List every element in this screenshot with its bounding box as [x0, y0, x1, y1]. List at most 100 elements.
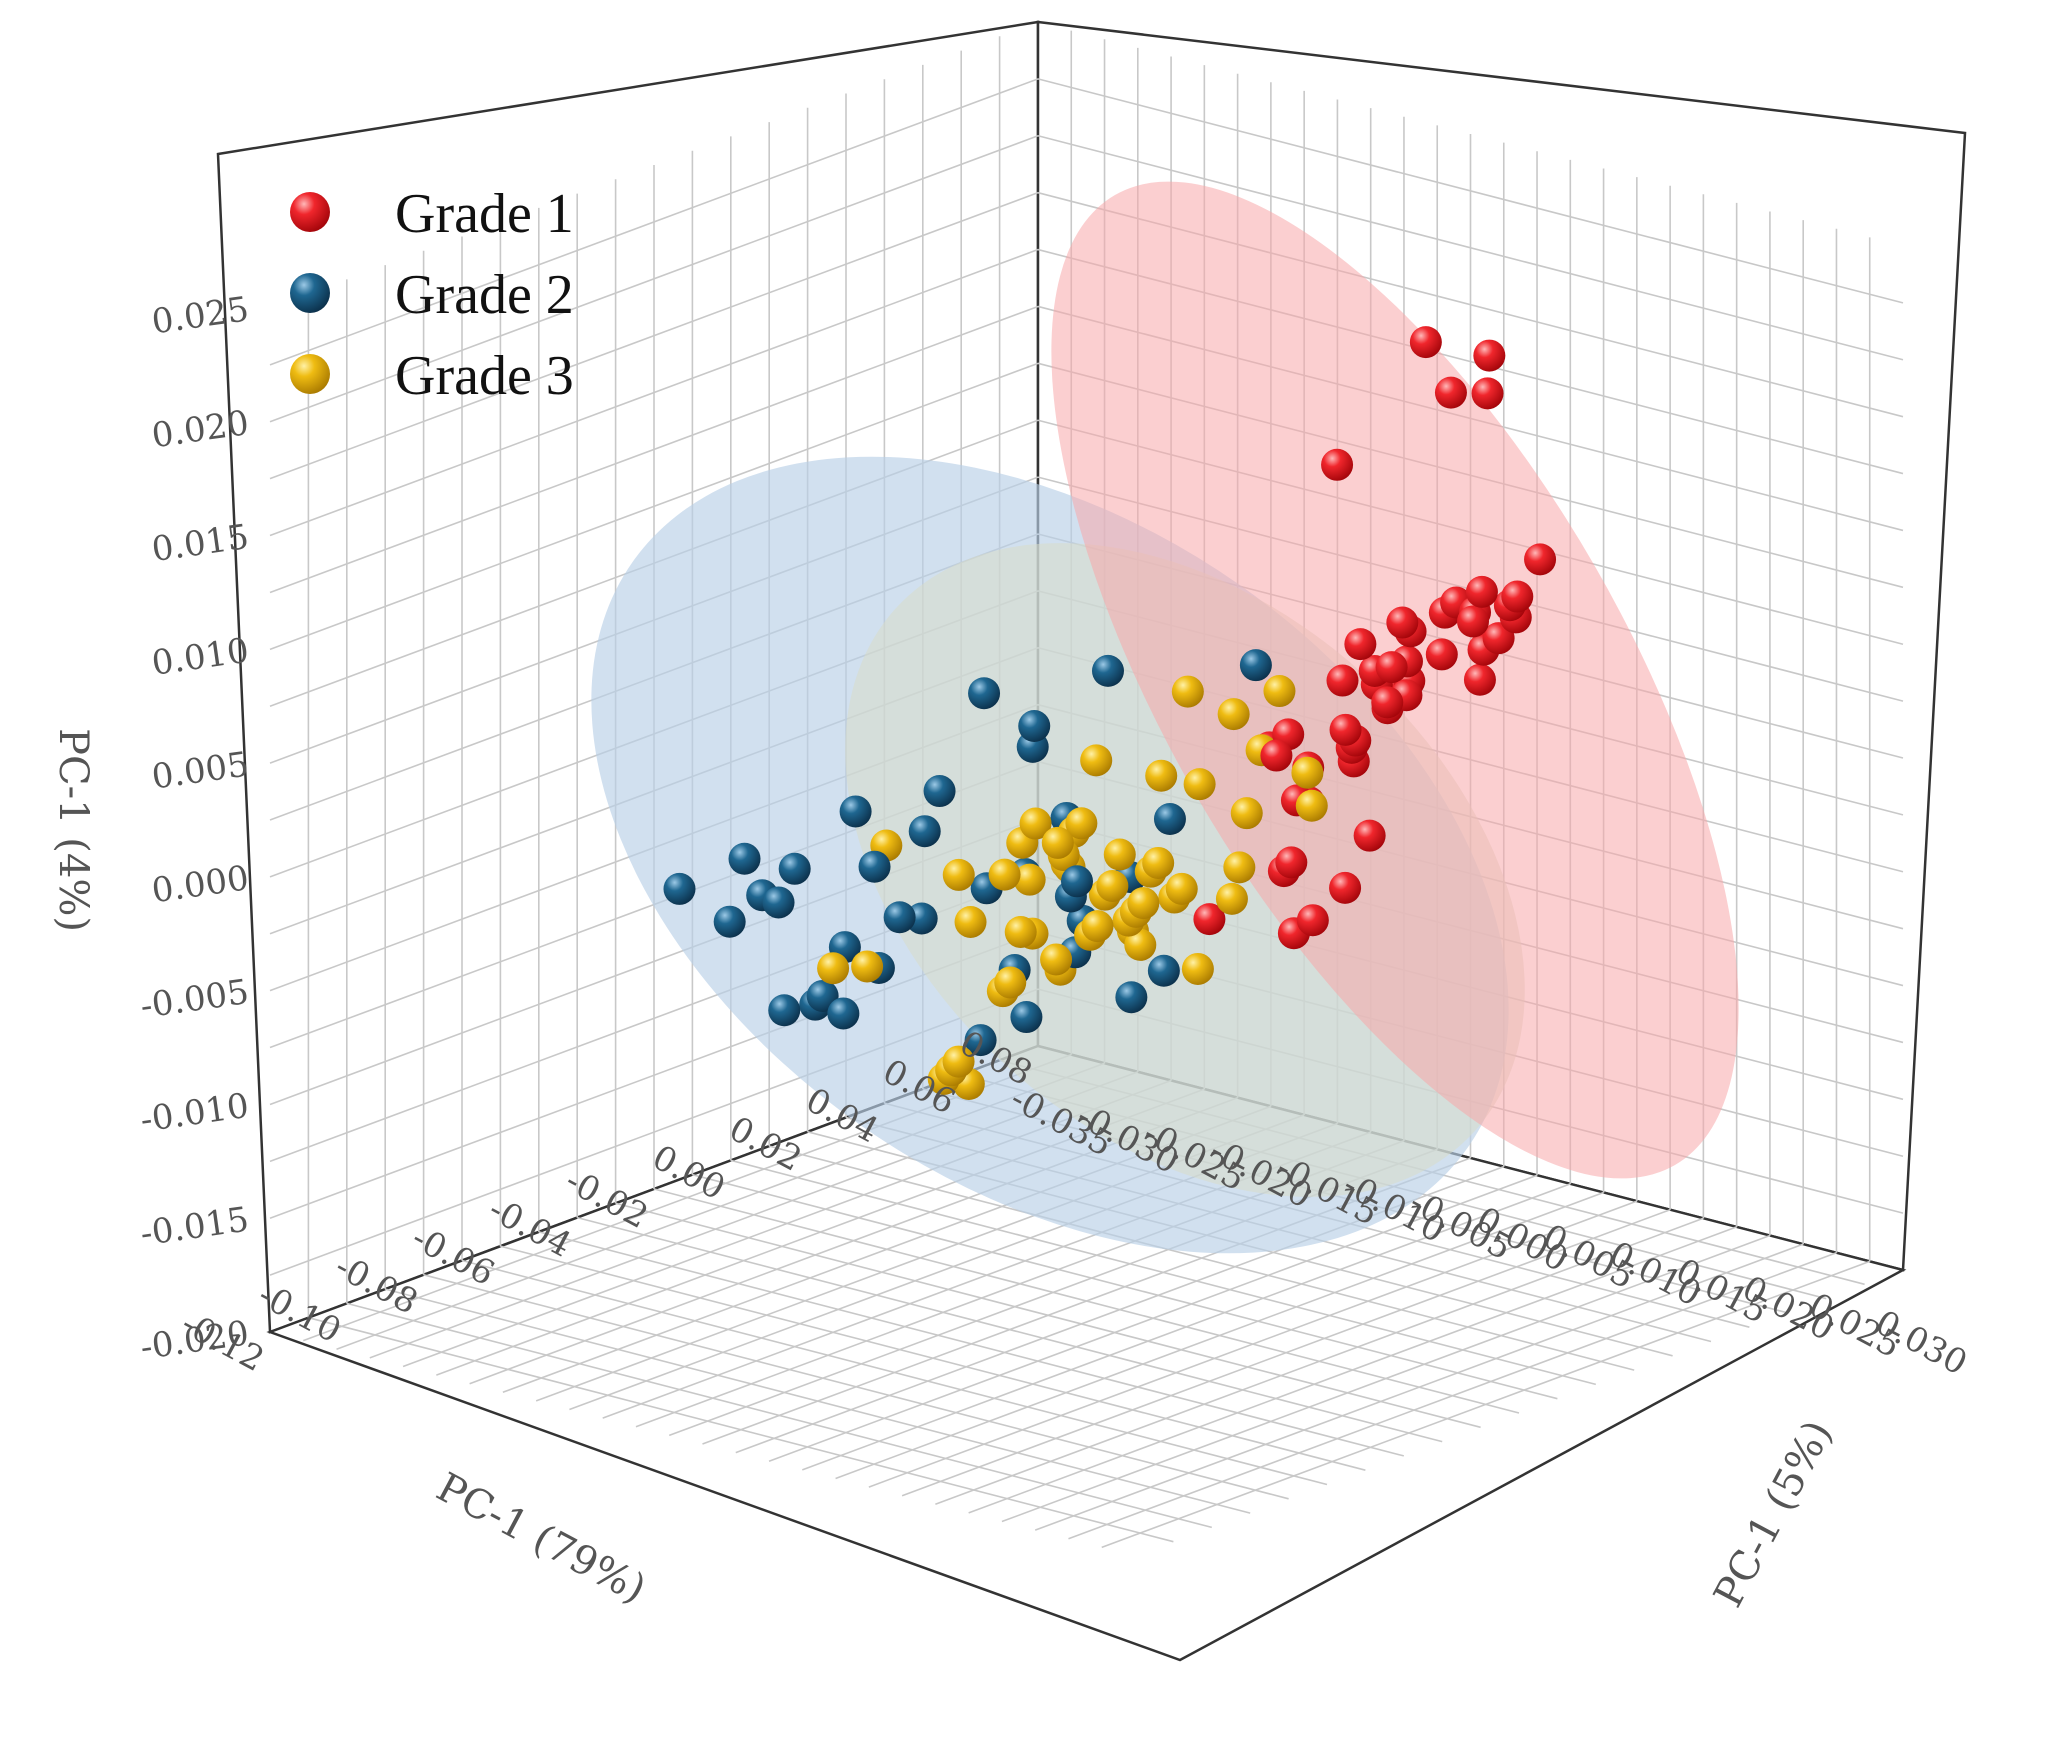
z-tick-label: 0.005	[149, 744, 251, 797]
legend-label-grade-3: Grade 3	[395, 345, 574, 407]
point-grade-3	[1165, 872, 1198, 905]
point-grade-3	[1019, 807, 1052, 840]
point-grade-1	[1329, 713, 1362, 746]
point-grade-3	[1080, 744, 1113, 777]
point-grade-3	[942, 1045, 975, 1078]
legend-label-grade-1: Grade 1	[395, 183, 574, 245]
point-grade-2	[827, 997, 860, 1030]
point-grade-2	[1147, 954, 1180, 987]
point-grade-1	[1456, 605, 1489, 638]
gridline-floor-y	[1068, 1252, 1837, 1540]
point-grade-1	[1386, 606, 1419, 639]
point-grade-3	[1263, 675, 1296, 708]
point-grade-3	[1041, 826, 1074, 859]
point-grade-2	[663, 872, 696, 905]
point-grade-1	[1326, 664, 1359, 697]
gridline-floor-y	[901, 1208, 1671, 1497]
point-grade-3	[1142, 846, 1175, 879]
point-grade-1	[1329, 871, 1362, 904]
y-axis-title: PC-1 (5%)	[1705, 1413, 1841, 1615]
gridline-floor-y	[768, 1174, 1538, 1462]
point-grade-2	[1153, 803, 1186, 836]
point-grade-1	[1465, 575, 1498, 608]
point-grade-3	[1013, 863, 1046, 896]
point-grade-1	[1524, 543, 1557, 576]
point-grade-3	[1127, 887, 1160, 920]
point-grade-3	[1065, 807, 1098, 840]
point-grade-2	[883, 901, 916, 934]
gridline-floor-y	[968, 1226, 1737, 1514]
point-grade-1	[1321, 448, 1354, 481]
point-grade-3	[994, 966, 1027, 999]
point-grade-3	[1081, 910, 1114, 943]
point-grade-2	[762, 886, 795, 919]
point-grade-3	[1004, 915, 1037, 948]
point-grade-3	[1096, 869, 1129, 902]
legend-label-grade-2: Grade 2	[395, 264, 574, 326]
gridline-floor-y	[1101, 1260, 1871, 1549]
point-grade-3	[1103, 838, 1136, 871]
point-grade-2	[1018, 710, 1051, 743]
point-grade-1	[1409, 326, 1442, 359]
point-grade-3	[942, 858, 975, 891]
point-grade-2	[839, 795, 872, 828]
gridline-floor-y	[802, 1183, 1571, 1471]
point-grade-3	[988, 858, 1021, 891]
point-grade-3	[1040, 943, 1073, 976]
point-grade-3	[817, 952, 850, 985]
point-grade-3	[1124, 928, 1157, 961]
legend-marker-grade-3	[290, 354, 330, 394]
point-grade-2	[1239, 649, 1272, 682]
point-grade-3	[1171, 675, 1204, 708]
data-points	[663, 326, 1557, 1101]
z-axis-title: PC-1 (4%)	[50, 728, 96, 932]
point-grade-3	[1291, 756, 1324, 789]
point-grade-1	[1344, 628, 1377, 661]
point-grade-3	[1183, 768, 1216, 801]
point-grade-1	[1463, 663, 1496, 696]
point-grade-3	[1215, 882, 1248, 915]
point-grade-1	[1260, 739, 1293, 772]
point-grade-2	[778, 852, 811, 885]
gridline-floor-y	[868, 1200, 1638, 1488]
point-grade-1	[1193, 903, 1226, 936]
z-tick-label: 0.000	[149, 858, 251, 911]
point-grade-2	[923, 775, 956, 808]
z-tick-label: -0.015	[138, 1200, 251, 1255]
point-grade-3	[1295, 789, 1328, 822]
point-grade-1	[1501, 580, 1534, 613]
x-axis-title: PC-1 (79%)	[429, 1464, 653, 1612]
point-grade-3	[1230, 797, 1263, 830]
point-grade-2	[968, 677, 1001, 710]
point-grade-1	[1473, 339, 1506, 372]
point-grade-3	[954, 905, 987, 938]
point-grade-2	[908, 815, 941, 848]
floor-plane	[266, 1044, 1907, 1662]
z-tick-label: 0.010	[149, 631, 251, 684]
point-grade-2	[713, 905, 746, 938]
point-grade-3	[1145, 759, 1178, 792]
point-grade-3	[1217, 698, 1250, 731]
point-grade-1	[1275, 846, 1308, 879]
x-tick-label: -0.12	[175, 1304, 271, 1380]
point-grade-2	[858, 850, 891, 883]
point-grade-1	[1425, 638, 1458, 671]
point-grade-3	[851, 950, 884, 983]
point-grade-1	[1296, 904, 1329, 937]
point-grade-2	[1091, 654, 1124, 687]
legend: Grade 1 Grade 2 Grade 3	[290, 183, 574, 407]
point-grade-1	[1471, 377, 1504, 410]
gridline-floor-y	[1001, 1234, 1771, 1523]
gridline-floor-y	[835, 1191, 1604, 1480]
point-grade-1	[1371, 686, 1404, 719]
point-grade-1	[1434, 376, 1467, 409]
point-grade-1	[1353, 819, 1386, 852]
point-grade-2	[728, 842, 761, 875]
y-tick-label: 0.030	[1869, 1303, 1974, 1384]
point-grade-3	[1181, 952, 1214, 985]
gridline-floor-y	[935, 1217, 1704, 1506]
legend-marker-grade-2	[290, 273, 330, 313]
point-grade-2	[1010, 1001, 1043, 1034]
z-tick-label: -0.005	[138, 972, 251, 1027]
